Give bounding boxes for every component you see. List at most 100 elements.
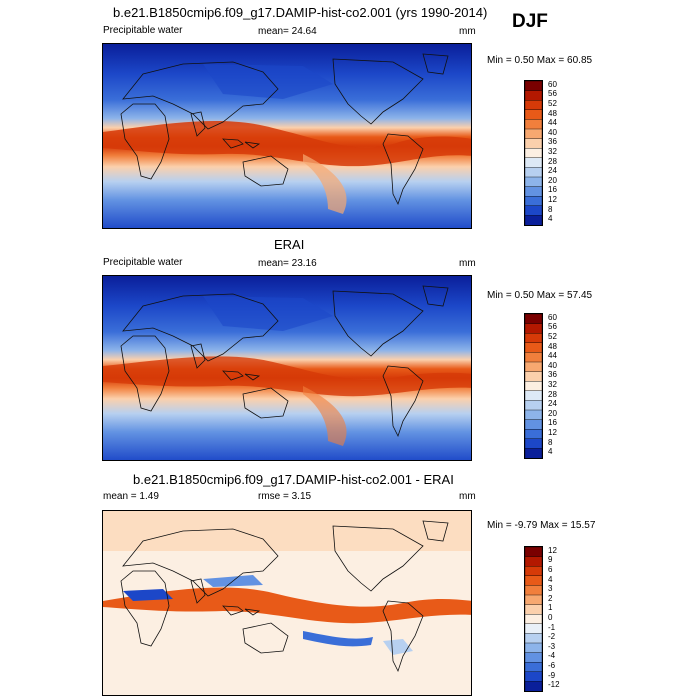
- colorbar-swatch: [524, 128, 543, 140]
- colorbar-swatch: [524, 409, 543, 421]
- colorbar-swatch: [524, 556, 543, 567]
- colorbar-tick-label: 2: [548, 593, 553, 603]
- panel-2-units-label: mm: [459, 258, 476, 269]
- panel-1-colorbar-swatches: [524, 80, 543, 226]
- panel-1-title: b.e21.B1850cmip6.f09_g17.DAMIP-hist-co2.…: [113, 5, 488, 20]
- colorbar-tick-label: -2: [548, 632, 556, 642]
- panel-1-colorbar: 60 56 52 48 44 40 36 32 28 24 20 16 12 8 4: [524, 80, 584, 226]
- colorbar-swatch: [524, 566, 543, 577]
- panel-3-units-label: mm: [459, 491, 476, 502]
- panel-3-colorbar-box: [524, 546, 543, 692]
- colorbar-swatch: [524, 671, 543, 682]
- colorbar-tick-label: -4: [548, 651, 556, 661]
- colorbar-tick-label: -9: [548, 670, 556, 680]
- panel-1-minmax-label: Min = 0.50 Max = 60.85: [487, 55, 593, 66]
- colorbar-swatch: [524, 342, 543, 353]
- colorbar-swatch: [524, 438, 543, 449]
- colorbar-swatch: [524, 371, 543, 382]
- panel-2-map: [102, 275, 472, 461]
- colorbar-tick-label: 20: [548, 175, 557, 185]
- panel-2-minmax-label: Min = 0.50 Max = 57.45: [487, 290, 593, 301]
- colorbar-swatch: [524, 652, 543, 663]
- colorbar-swatch: [524, 575, 543, 586]
- panel-2-mean-label: mean= 23.16: [258, 258, 317, 269]
- colorbar-tick-label: 9: [548, 555, 553, 565]
- panel-1-mean-label: mean= 24.64: [258, 26, 317, 37]
- colorbar-swatch: [524, 681, 543, 692]
- colorbar-swatch: [524, 323, 543, 334]
- panel-3-title: b.e21.B1850cmip6.f09_g17.DAMIP-hist-co2.…: [133, 472, 454, 487]
- colorbar-swatch: [524, 428, 543, 440]
- colorbar-swatch: [524, 390, 543, 401]
- colorbar-swatch: [524, 313, 543, 325]
- colorbar-swatch: [524, 623, 543, 634]
- colorbar-tick-label: 6: [548, 565, 553, 574]
- colorbar-swatch: [524, 546, 543, 558]
- colorbar-tick-label: 16: [548, 418, 557, 428]
- colorbar-tick-label: 36: [548, 137, 557, 147]
- panel-2-colorbar-swatches: [524, 313, 543, 459]
- colorbar-tick-label: 60: [548, 79, 557, 89]
- panel-1-colorbar-box: [524, 80, 543, 226]
- colorbar-swatch: [524, 419, 543, 430]
- colorbar-tick-label: 32: [548, 147, 557, 156]
- colorbar-swatch: [524, 604, 543, 615]
- colorbar-tick-label: 40: [548, 127, 557, 137]
- colorbar-tick-label: 8: [548, 437, 553, 447]
- panel-3-map: [102, 510, 472, 696]
- colorbar-tick-label: 24: [548, 166, 557, 176]
- colorbar-tick-label: -1: [548, 622, 556, 632]
- colorbar-tick-label: 52: [548, 99, 557, 108]
- colorbar-swatch: [524, 633, 543, 644]
- colorbar-swatch: [524, 585, 543, 596]
- colorbar-swatch: [524, 361, 543, 373]
- colorbar-swatch: [524, 352, 543, 363]
- colorbar-swatch: [524, 167, 543, 178]
- panel-1-variable-label: Precipitable water: [103, 25, 183, 36]
- colorbar-tick-label: 44: [548, 351, 557, 361]
- panel-2-colorbar: 60 56 52 48 44 40 36 32 28 24 20 16 12 8 4: [524, 313, 584, 459]
- colorbar-swatch: [524, 448, 543, 459]
- colorbar-swatch: [524, 119, 543, 130]
- colorbar-swatch: [524, 380, 543, 392]
- colorbar-tick-label: 56: [548, 89, 557, 99]
- colorbar-tick-label: 36: [548, 370, 557, 380]
- colorbar-tick-label: 4: [548, 574, 553, 584]
- colorbar-swatch: [524, 642, 543, 654]
- colorbar-tick-label: 4: [548, 214, 553, 224]
- colorbar-tick-label: 8: [548, 204, 553, 214]
- colorbar-swatch: [524, 205, 543, 216]
- panel-3-rmse-label: rmse = 3.15: [258, 491, 312, 502]
- colorbar-tick-label: 48: [548, 108, 557, 118]
- colorbar-swatch: [524, 215, 543, 226]
- colorbar-swatch: [524, 157, 543, 168]
- panel-3-colorbar-swatches: [524, 546, 543, 692]
- colorbar-swatch: [524, 195, 543, 207]
- colorbar-tick-label: 48: [548, 341, 557, 351]
- colorbar-swatch: [524, 176, 543, 188]
- panel-2-variable-label: Precipitable water: [103, 257, 183, 268]
- colorbar-tick-label: 24: [548, 399, 557, 409]
- colorbar-tick-label: 20: [548, 408, 557, 418]
- colorbar-swatch: [524, 109, 543, 120]
- colorbar-tick-label: 12: [548, 428, 557, 437]
- colorbar-tick-label: -3: [548, 641, 556, 651]
- colorbar-swatch: [524, 400, 543, 411]
- colorbar-tick-label: 28: [548, 389, 557, 399]
- panel-3-mean-label: mean = 1.49: [103, 491, 159, 502]
- colorbar-tick-label: 1: [548, 603, 553, 613]
- colorbar-swatch: [524, 80, 543, 92]
- panel-3-minmax-label: Min = -9.79 Max = 15.57: [487, 520, 596, 531]
- colorbar-tick-label: 4: [548, 447, 553, 457]
- colorbar-tick-label: 32: [548, 380, 557, 389]
- colorbar-tick-label: 0: [548, 613, 553, 622]
- colorbar-tick-label: -6: [548, 661, 556, 670]
- panel-3-colorbar: 12 9 6 4 3 2 1 0 -1 -2 -3 -4 -6 -9 -12: [524, 546, 584, 692]
- colorbar-swatch: [524, 594, 543, 606]
- colorbar-tick-label: -12: [548, 680, 560, 690]
- colorbar-swatch: [524, 186, 543, 197]
- colorbar-swatch: [524, 147, 543, 159]
- colorbar-swatch: [524, 138, 543, 149]
- panel-2-title: ERAI: [274, 237, 305, 252]
- colorbar-swatch: [524, 100, 543, 111]
